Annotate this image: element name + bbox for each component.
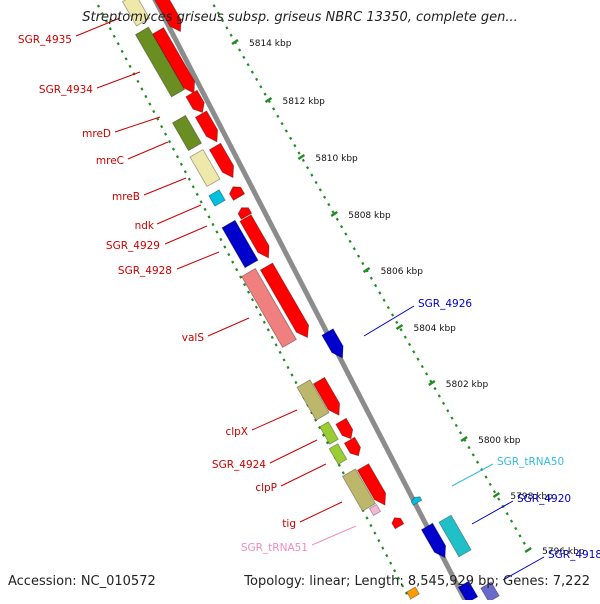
gene-clpX-feature[interactable] xyxy=(312,376,341,416)
gene-label[interactable]: SGR_4924 xyxy=(212,459,266,471)
gene-ndk-feature[interactable] xyxy=(229,186,246,201)
gene-clpX-block[interactable] xyxy=(296,379,330,421)
gene-label[interactable]: mreD xyxy=(82,128,111,140)
leader-line xyxy=(75,17,121,37)
leader-line xyxy=(207,317,250,337)
leader-line xyxy=(251,409,298,431)
gene-SGR_4935-feature[interactable] xyxy=(121,0,151,27)
ruler-tick xyxy=(264,96,273,104)
gene-label[interactable]: SGR_4926 xyxy=(418,298,472,310)
leader-line xyxy=(114,116,161,133)
gene-label[interactable]: clpP xyxy=(255,482,277,494)
gene-label[interactable]: ndk xyxy=(135,220,155,232)
leader-line xyxy=(127,141,169,160)
leader-line xyxy=(502,556,545,581)
gene-clpP-feature[interactable] xyxy=(343,436,361,457)
gene-label[interactable]: clpX xyxy=(225,426,248,438)
gene-label[interactable]: SGR_4918 xyxy=(548,549,600,561)
gene-label[interactable]: valS xyxy=(182,332,205,344)
ruler-tick xyxy=(297,153,306,161)
gene-mreD-feature[interactable] xyxy=(185,89,205,114)
map-title: Streptomyces griseus subsp. griseus NBRC… xyxy=(82,10,518,25)
gene-label[interactable]: SGR_tRNA50 xyxy=(497,456,564,468)
gene-label[interactable]: SGR_4928 xyxy=(118,265,172,277)
leader-line xyxy=(96,71,141,89)
gene-SGR_4929-block[interactable] xyxy=(221,219,259,269)
leader-line xyxy=(143,177,187,196)
gene-mreC-feature[interactable] xyxy=(194,110,219,143)
ruler-tick-label: 5808 kbp xyxy=(348,211,391,221)
gene-label[interactable]: SGR_4929 xyxy=(106,240,160,252)
leader-line xyxy=(299,501,343,523)
leader-line xyxy=(311,525,357,546)
gene-SGR_4935-fwd-feature[interactable] xyxy=(150,0,182,33)
gene-SGR_4918-feature[interactable] xyxy=(457,580,479,604)
leader-line xyxy=(269,439,318,464)
leader-line xyxy=(471,500,514,525)
ruler-tick-label: 5800 kbp xyxy=(478,436,521,446)
gene-SGR_4926-feature[interactable] xyxy=(321,328,344,359)
gene-SGR_tRNA51-block[interactable] xyxy=(368,503,382,517)
genome-backbone xyxy=(152,0,468,602)
gene-tig-feature[interactable] xyxy=(356,463,387,506)
gene-SGR_4920-feature[interactable] xyxy=(420,522,447,559)
leader-line xyxy=(363,305,415,337)
gene-SGR_4920-cyan[interactable] xyxy=(438,514,472,558)
gene-label[interactable]: SGR_4920 xyxy=(517,493,571,505)
ruler-tick xyxy=(362,266,371,274)
ruler-tick xyxy=(524,546,532,554)
gene-SGR_4924-block[interactable] xyxy=(319,421,339,445)
ruler-track-right xyxy=(209,0,528,549)
gene-label[interactable]: mreC xyxy=(96,155,124,167)
ruler-tick-label: 5812 kbp xyxy=(282,97,325,107)
ruler-tick-label: 5804 kbp xyxy=(413,324,456,334)
accession-text: Accession: NC_010572 xyxy=(8,574,156,589)
gene-label[interactable]: SGR_tRNA51 xyxy=(241,542,308,554)
gene-mreC-block[interactable] xyxy=(171,114,203,152)
gene-mreB-feature[interactable] xyxy=(208,142,235,179)
gene-clpP-block[interactable] xyxy=(328,443,348,465)
gene-SGR_tRNA50-feature[interactable] xyxy=(410,496,423,506)
gene-tig-marker[interactable] xyxy=(391,517,405,530)
gene-valS-feature[interactable] xyxy=(259,262,310,339)
ruler-tick xyxy=(231,38,239,46)
gene-SGR_4934-block[interactable] xyxy=(134,26,186,98)
ruler-tick-label: 5814 kbp xyxy=(249,39,292,49)
ruler-tick-label: 5796 kbp xyxy=(542,547,585,557)
gene-tig-block[interactable] xyxy=(341,468,377,512)
gene-label[interactable]: SGR_4935 xyxy=(18,34,72,46)
gene-label[interactable]: tig xyxy=(282,518,296,530)
genome-summary-text: Topology: linear; Length: 8,545,929 bp; … xyxy=(244,574,590,589)
gene-ndk-block[interactable] xyxy=(208,189,226,207)
ruler-tick-label: 5798 kbp xyxy=(510,492,553,502)
ruler-tick-label: 5806 kbp xyxy=(381,267,424,277)
ruler-tick xyxy=(460,435,468,443)
ruler-tick-label: 5810 kbp xyxy=(315,154,358,164)
gene-SGR_4929-marker[interactable] xyxy=(237,207,253,220)
leader-line xyxy=(280,463,327,487)
leader-line xyxy=(164,225,208,245)
leader-line xyxy=(156,204,202,225)
ruler-tick xyxy=(428,379,436,387)
gene-edge-orange[interactable] xyxy=(406,586,420,600)
gene-SGR_4928-feature[interactable] xyxy=(239,214,270,259)
gene-valS-block[interactable] xyxy=(241,267,297,349)
gene-SGR_4918-feature-2[interactable] xyxy=(480,581,500,603)
ruler-tick xyxy=(330,210,338,218)
leader-line xyxy=(176,251,220,270)
leader-line xyxy=(451,463,494,487)
gene-SGR_4924-feature[interactable] xyxy=(335,417,354,440)
gene-label[interactable]: SGR_4934 xyxy=(39,84,93,96)
ruler-tick-label: 5802 kbp xyxy=(446,380,489,390)
ruler-tick xyxy=(395,323,404,331)
gene-mreB-block[interactable] xyxy=(189,148,221,188)
gene-label[interactable]: mreB xyxy=(112,191,140,203)
ruler-tick xyxy=(492,491,501,499)
